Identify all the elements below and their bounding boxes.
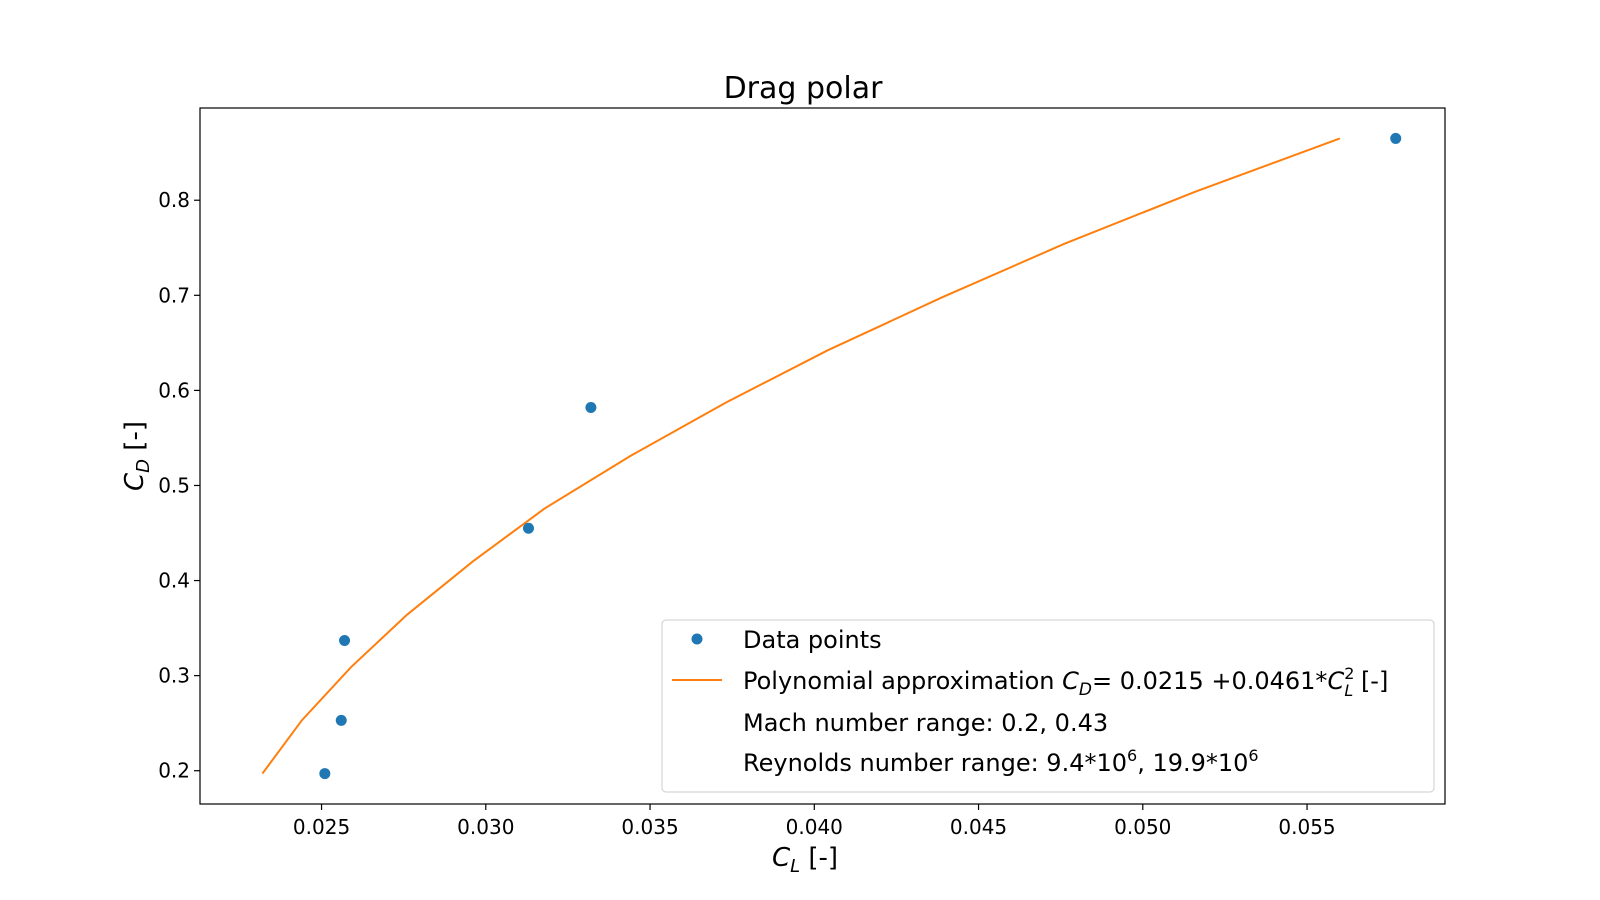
legend-fit-prefix: Polynomial approximation [743,667,1062,695]
data-point [585,402,597,414]
legend-fit-cl-sub: L [1344,681,1353,700]
x-label-main: C [772,843,791,873]
legend: Data points Polynomial approximation CD=… [661,619,1435,793]
y-tick-label: 0.2 [158,759,190,783]
data-points-series [319,132,1402,780]
legend-data-points-marker [691,633,703,645]
plot-area-frame [199,107,1446,805]
polynomial-fit-line [261,137,1341,775]
x-tick-label: 0.030 [457,815,514,839]
y-axis-label: CD [-] [120,421,154,491]
x-tick-label: 0.050 [1114,815,1171,839]
x-tick-label: 0.025 [293,815,350,839]
legend-fit-cl-sup: 2 [1344,664,1354,683]
legend-reynolds-note: Reynolds number range: 9.4*106, 19.9*106 [743,746,1259,777]
svg-text:CL [-]: CL [-] [772,843,838,877]
x-label-sub: L [790,856,800,877]
y-tick-label: 0.4 [158,569,190,593]
y-tick-label: 0.3 [158,664,190,688]
y-axis-ticks: 0.2 0.3 0.4 0.5 0.6 0.7 0.8 [158,188,200,783]
x-axis-label: CL [-] [772,843,838,877]
legend-fit-cd-sub: D [1079,680,1092,700]
data-point [319,768,331,780]
x-tick-label: 0.045 [950,815,1007,839]
x-tick-label: 0.035 [621,815,678,839]
x-axis-ticks: 0.025 0.030 0.035 0.040 0.045 0.050 0.055 [293,804,1336,839]
svg-text:CD [-]: CD [-] [120,421,154,491]
chart-title: Drag polar [724,71,884,106]
legend-fit-label: Polynomial approximation CD= 0.0215 +0.0… [743,664,1388,700]
x-label-suffix: [-] [800,843,838,873]
y-tick-label: 0.6 [158,378,190,402]
reynolds-part-b: , 19.9*10 [1137,749,1248,777]
reynolds-exp-2: 6 [1248,746,1258,765]
y-tick-label: 0.7 [158,283,190,307]
y-tick-label: 0.5 [158,473,190,497]
legend-fit-cd: C [1062,667,1079,695]
y-label-suffix: [-] [120,421,150,459]
data-point [1390,132,1402,144]
legend-box [661,619,1435,793]
x-tick-label: 0.040 [786,815,843,839]
data-point [335,714,347,726]
data-point [339,634,351,646]
y-label-main: C [120,472,150,491]
x-tick-label: 0.055 [1278,815,1335,839]
legend-mach-note: Mach number range: 0.2, 0.43 [743,709,1108,737]
legend-data-points-label: Data points [743,626,882,654]
y-tick-label: 0.8 [158,188,190,212]
y-label-sub: D [133,459,154,473]
legend-fit-cl: C [1327,667,1344,695]
legend-fit-suffix: [-] [1353,667,1388,695]
reynolds-exp-1: 6 [1127,746,1137,765]
data-point [522,522,534,534]
legend-fit-middle: = 0.0215 +0.0461* [1092,667,1327,695]
reynolds-part-a: Reynolds number range: 9.4*10 [743,749,1127,777]
